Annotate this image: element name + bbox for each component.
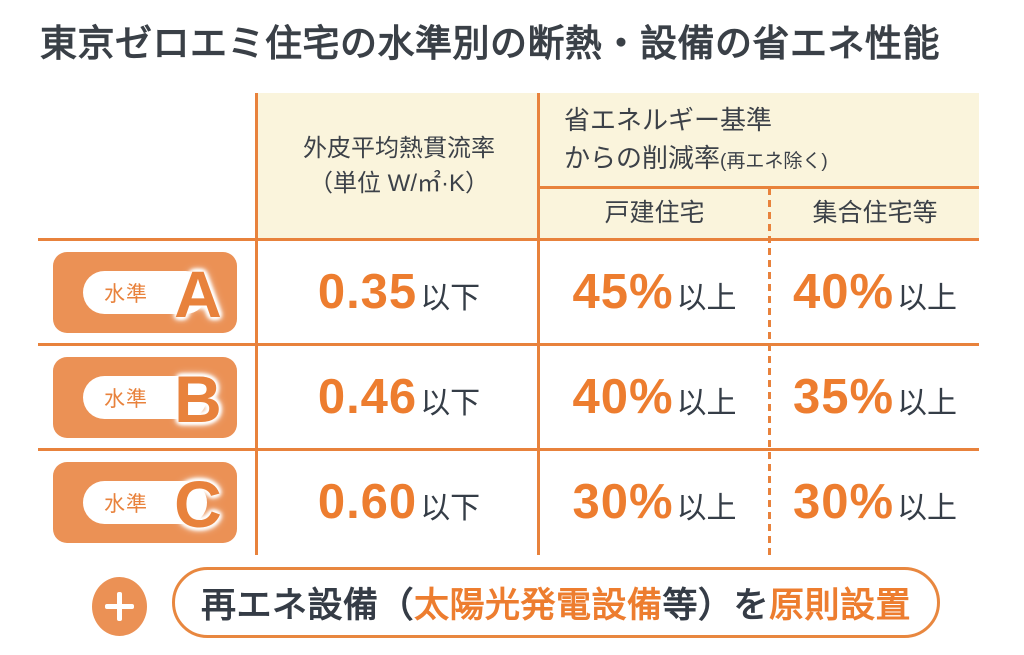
level-letter: C	[174, 467, 222, 541]
level-prefix-label: 水準	[104, 282, 148, 306]
subheader-detached-house: 戸建住宅	[604, 199, 705, 227]
apartment-rate: 30%	[792, 475, 895, 529]
apartment-rate: 35%	[792, 370, 895, 424]
footer-segment: 太陽光発電設備	[413, 586, 663, 625]
u-value: 0.60	[317, 475, 418, 529]
u-value: 0.35	[317, 265, 418, 319]
group-header-underline	[540, 186, 979, 189]
header-bottom-line	[38, 238, 979, 241]
detached-rate: 45%	[572, 265, 674, 319]
detached-rate-cell: 40% 以上	[540, 345, 769, 450]
reduction-header-note: (再エネ除く)	[720, 150, 828, 172]
renewable-energy-note-pill: 再エネ設備（ 太陽光発電設備 等）を 原則設置	[172, 567, 940, 638]
level-badge-b: 水準 B	[53, 357, 237, 438]
table-row-level-a: 水準 A 0.35 以下 45% 以上 40% 以上	[0, 240, 1024, 345]
level-capsule: 水準	[83, 481, 207, 524]
level-letter: B	[174, 362, 222, 436]
level-prefix-label: 水準	[104, 387, 148, 411]
u-value-cell: 0.46 以下	[258, 345, 540, 450]
detached-rate-unit: 以上	[676, 387, 737, 420]
vertical-divider-left	[255, 93, 258, 555]
level-letter: A	[174, 257, 222, 331]
table-row-level-b: 水準 B 0.46 以下 40% 以上 35% 以上	[0, 345, 1024, 450]
u-value-header-line2: （単位 W/㎡·K）	[309, 169, 489, 197]
vertical-divider-dashed	[768, 188, 771, 555]
apartment-rate-cell: 30% 以上	[771, 450, 979, 555]
reduction-header-line2-text: からの削減率	[564, 142, 721, 173]
detached-rate-cell: 45% 以上	[540, 240, 769, 345]
apartment-rate-unit: 以上	[897, 282, 958, 315]
row-a-bottom-line	[38, 343, 979, 346]
detached-rate: 30%	[572, 475, 674, 529]
detached-rate-unit: 以上	[676, 282, 737, 315]
plus-icon	[92, 577, 147, 636]
detached-rate-unit: 以上	[676, 492, 737, 525]
level-badge-c: 水準 C	[53, 462, 237, 543]
row-b-bottom-line	[38, 448, 979, 451]
reduction-header-line1: 省エネルギー基準	[564, 105, 773, 135]
apartment-rate: 40%	[792, 265, 895, 319]
footer-segment: 再エネ設備（	[200, 586, 414, 625]
u-value-unit: 以下	[420, 282, 481, 315]
vertical-divider-middle	[537, 93, 540, 555]
u-value: 0.46	[317, 370, 418, 424]
footer-segment: 原則設置	[769, 586, 912, 625]
u-value-header-line1: 外皮平均熱貫流率	[303, 134, 495, 162]
page-title: 東京ゼロエミ住宅の水準別の断熱・設備の省エネ性能	[40, 23, 940, 64]
apartment-rate-unit: 以上	[897, 492, 958, 525]
level-capsule: 水準	[83, 271, 207, 314]
column-header-u-value: 外皮平均熱貫流率 （単位 W/㎡·K）	[258, 93, 540, 240]
detached-rate: 40%	[572, 370, 674, 424]
u-value-unit: 以下	[420, 492, 481, 525]
detached-rate-cell: 30% 以上	[540, 450, 769, 555]
u-value-cell: 0.60 以下	[258, 450, 540, 555]
level-badge-a: 水準 A	[53, 252, 237, 333]
footer-segment: 等）を	[662, 586, 770, 625]
level-prefix-label: 水準	[104, 492, 148, 516]
subheader-apartment-house: 集合住宅等	[812, 199, 938, 227]
u-value-cell: 0.35 以下	[258, 240, 540, 345]
apartment-rate-unit: 以上	[897, 387, 958, 420]
apartment-rate-cell: 35% 以上	[771, 345, 979, 450]
reduction-header-line2: からの削減率(再エネ除く)	[564, 140, 979, 178]
table-row-level-c: 水準 C 0.60 以下 30% 以上 30% 以上	[0, 450, 1024, 555]
level-capsule: 水準	[83, 376, 207, 419]
apartment-rate-cell: 40% 以上	[771, 240, 979, 345]
u-value-unit: 以下	[420, 387, 481, 420]
column-header-reduction-group: 省エネルギー基準 からの削減率(再エネ除く)	[564, 102, 979, 177]
table-header-background	[258, 93, 979, 240]
